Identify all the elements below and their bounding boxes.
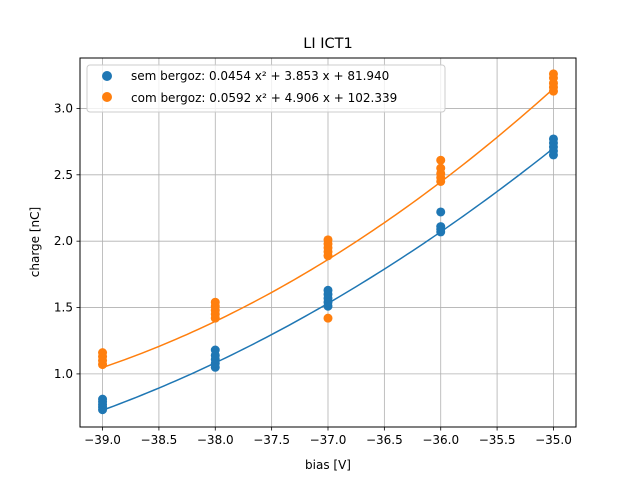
x-tick-label: −39.0 <box>84 433 121 447</box>
x-tick-label: −38.5 <box>141 433 178 447</box>
x-tick-label: −36.5 <box>366 433 403 447</box>
y-tick-label: 2.5 <box>54 168 73 182</box>
legend-marker-sem-bergoz <box>102 71 112 81</box>
data-point-series-1 <box>210 297 220 307</box>
data-point-series-1 <box>323 235 333 245</box>
x-tick-label: −35.5 <box>479 433 516 447</box>
y-tick-label: 1.0 <box>54 367 73 381</box>
legend-label-com-bergoz: com bergoz: 0.0592 x² + 4.906 x + 102.33… <box>131 91 397 105</box>
x-tick-label: −37.5 <box>253 433 290 447</box>
y-axis-label: charge [nC] <box>28 207 42 277</box>
y-tick-label: 3.0 <box>54 101 73 115</box>
legend-box <box>86 64 446 113</box>
data-point-series-1 <box>436 163 446 173</box>
x-tick-label: −37.0 <box>310 433 347 447</box>
data-point-series-0 <box>210 345 220 355</box>
data-point-series-1 <box>323 313 333 323</box>
y-tick-label: 1.5 <box>54 301 73 315</box>
data-point-series-0 <box>548 134 558 144</box>
data-point-series-0 <box>98 394 108 404</box>
data-points <box>98 69 558 415</box>
data-point-series-1 <box>436 155 446 165</box>
data-point-series-0 <box>436 207 446 217</box>
legend-label-sem-bergoz: sem bergoz: 0.0454 x² + 3.853 x + 81.940 <box>131 69 389 83</box>
chart-title: LI ICT1 <box>303 36 352 52</box>
data-point-series-1 <box>548 69 558 79</box>
x-axis: −39.0 −38.5 −38.0 −37.5 −37.0 −36.5 −36.0 −35.5… <box>84 427 572 447</box>
data-point-series-0 <box>436 222 446 232</box>
x-tick-label: −35.0 <box>535 433 572 447</box>
legend: sem bergoz: 0.0454 x² + 3.853 x + 81.940… <box>86 64 446 113</box>
legend-marker-com-bergoz <box>102 92 112 102</box>
data-point-series-1 <box>98 348 108 358</box>
x-tick-label: −36.0 <box>422 433 459 447</box>
x-axis-label: bias [V] <box>305 458 351 472</box>
y-tick-label: 2.0 <box>54 234 73 248</box>
y-axis: 1.0 1.5 2.0 2.5 3.0 <box>54 101 80 381</box>
x-tick-label: −38.0 <box>197 433 234 447</box>
data-point-series-0 <box>323 285 333 295</box>
